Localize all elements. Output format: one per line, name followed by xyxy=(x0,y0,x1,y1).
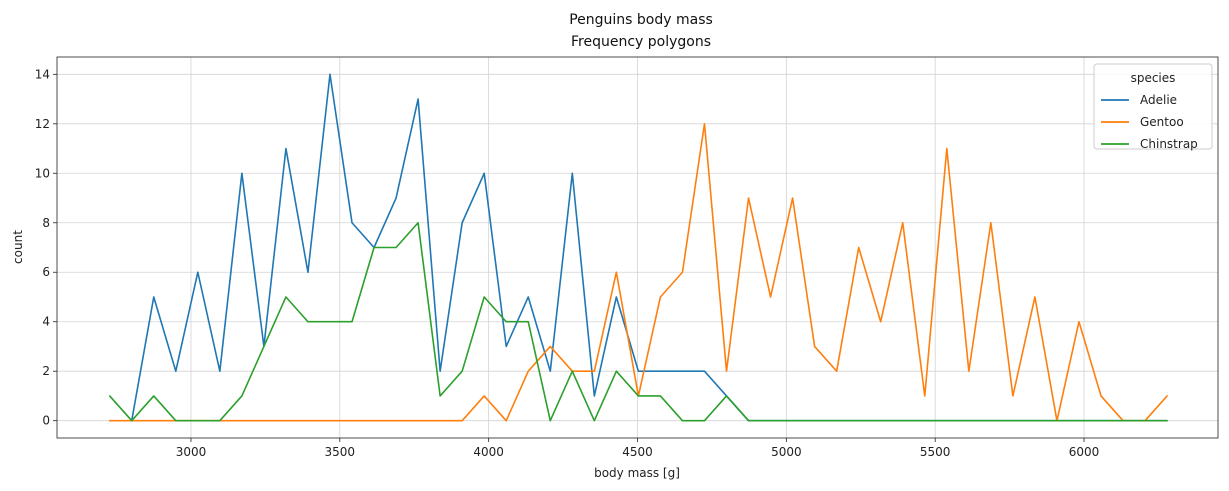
x-tick-label: 6000 xyxy=(1069,445,1100,459)
x-axis-label: body mass [g] xyxy=(594,466,680,480)
y-tick-label: 12 xyxy=(35,117,50,131)
legend-label-chinstrap: Chinstrap xyxy=(1140,137,1198,151)
x-tick-label: 5000 xyxy=(771,445,802,459)
legend-title: species xyxy=(1131,71,1176,85)
x-tick-label: 3000 xyxy=(176,445,207,459)
y-tick-label: 10 xyxy=(35,166,50,180)
y-axis-label: count xyxy=(11,230,25,264)
series-layer xyxy=(108,73,1168,422)
legend: species Adelie Gentoo Chinstrap xyxy=(1093,63,1213,151)
legend-label-gentoo: Gentoo xyxy=(1140,115,1184,129)
x-axis: 3000 3500 4000 4500 5000 5500 6000 xyxy=(176,438,1100,459)
x-tick-label: 4500 xyxy=(622,445,653,459)
y-tick-label: 6 xyxy=(42,265,50,279)
x-tick-label: 4000 xyxy=(473,445,504,459)
series-line-adelie xyxy=(130,73,1168,422)
series-line-chinstrap xyxy=(108,221,1168,422)
grid xyxy=(57,57,1218,438)
y-tick-label: 14 xyxy=(35,67,50,81)
x-tick-label: 3500 xyxy=(325,445,356,459)
y-axis: 0 2 4 6 8 10 12 14 xyxy=(35,67,57,428)
y-tick-label: 0 xyxy=(42,414,50,428)
y-tick-label: 2 xyxy=(42,364,50,378)
y-tick-label: 4 xyxy=(42,315,50,329)
legend-items: Adelie Gentoo Chinstrap xyxy=(1101,93,1198,151)
legend-box xyxy=(1093,63,1213,150)
y-tick-label: 8 xyxy=(42,216,50,230)
chart-title: Penguins body mass xyxy=(569,12,713,28)
chart-subtitle: Frequency polygons xyxy=(571,34,711,50)
legend-label-adelie: Adelie xyxy=(1140,93,1177,107)
x-tick-label: 5500 xyxy=(920,445,951,459)
